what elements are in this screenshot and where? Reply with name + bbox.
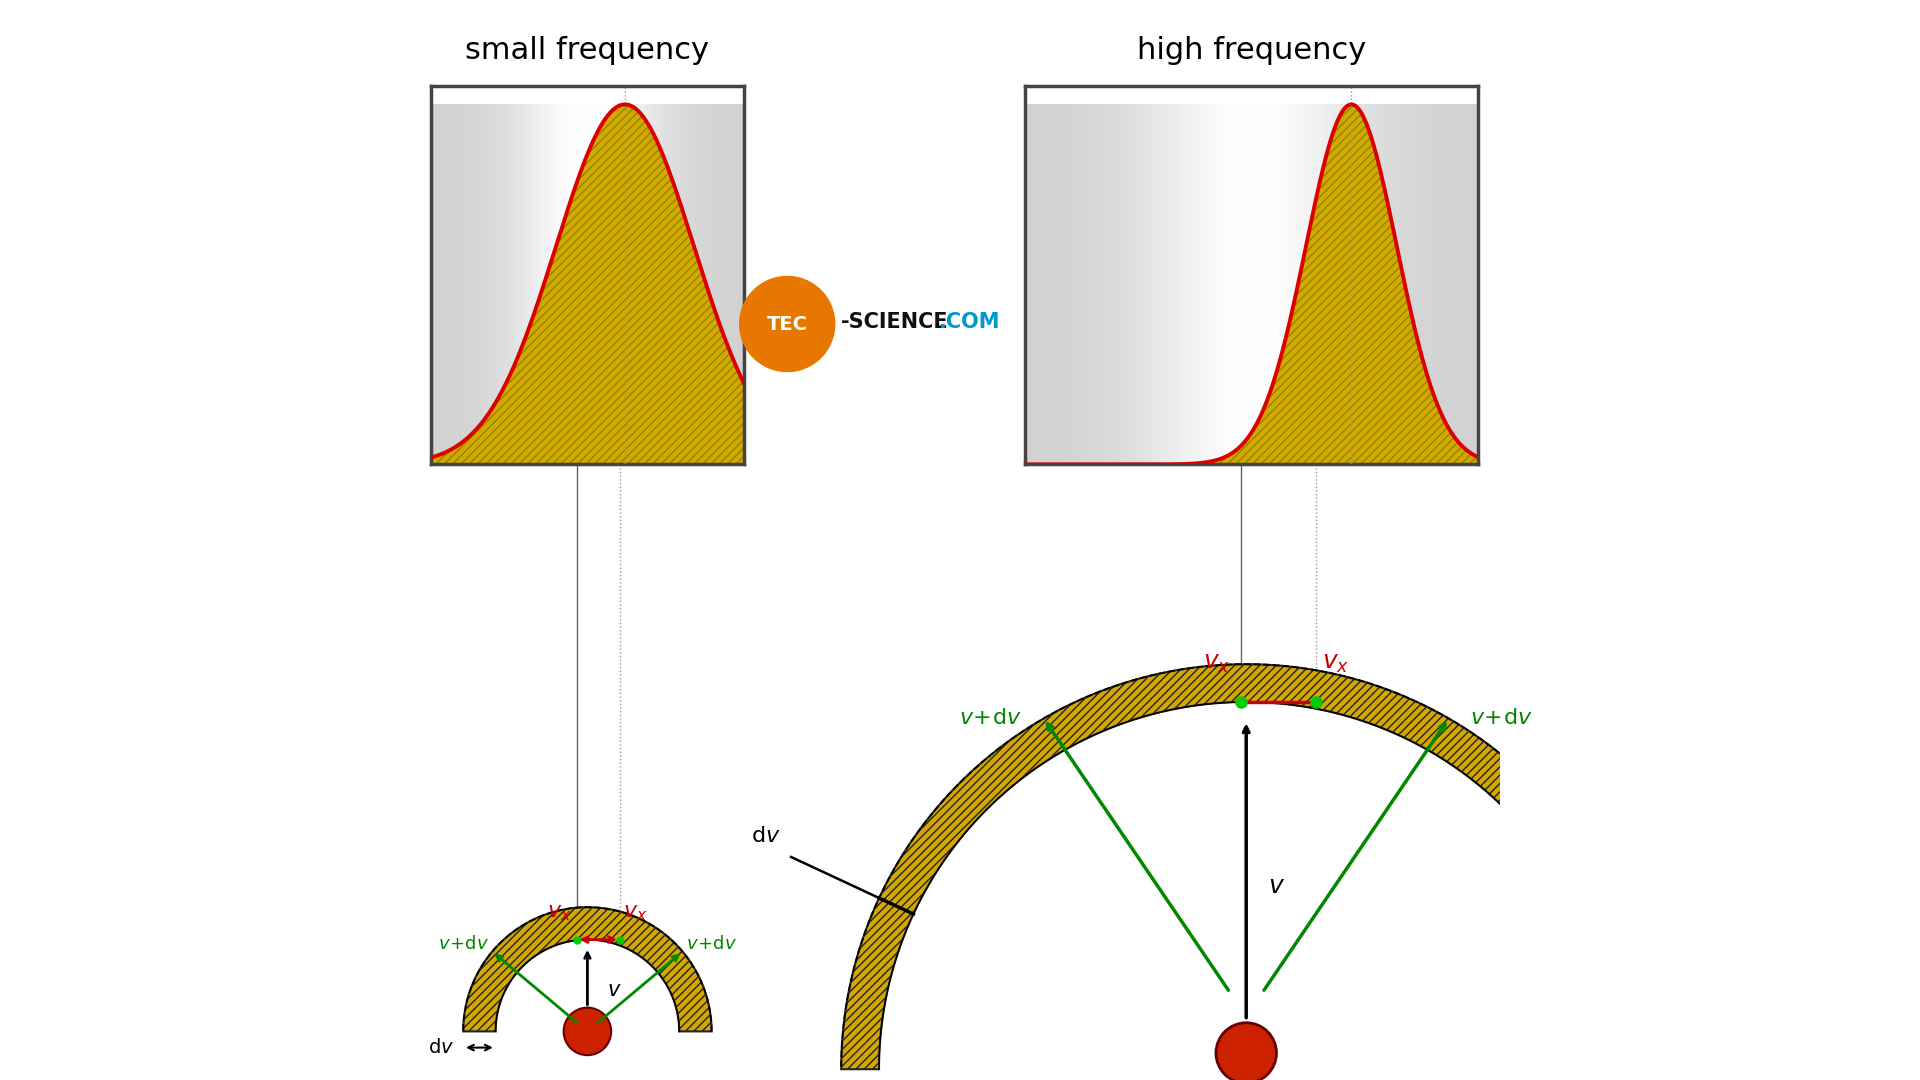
Text: .COM: .COM [939,312,1000,332]
Text: $v\!+\!\mathrm{d}v$: $v\!+\!\mathrm{d}v$ [685,935,737,954]
Circle shape [739,276,835,372]
Text: $\mathrm{d}v$: $\mathrm{d}v$ [428,1038,455,1057]
Text: TEC: TEC [766,314,808,334]
Text: $\mathrm{d}v$: $\mathrm{d}v$ [751,826,780,846]
Text: high frequency: high frequency [1137,36,1367,65]
Text: $v_x$: $v_x$ [1202,651,1231,675]
Text: $v\!+\!\mathrm{d}v$: $v\!+\!\mathrm{d}v$ [1471,708,1532,728]
Text: $v\!+\!\mathrm{d}v$: $v\!+\!\mathrm{d}v$ [960,708,1021,728]
Text: -SCIENCE: -SCIENCE [841,312,948,332]
Text: $v$: $v$ [1267,874,1284,897]
Text: $v\!+\!\mathrm{d}v$: $v\!+\!\mathrm{d}v$ [438,935,490,954]
Text: $v_x$: $v_x$ [547,903,572,923]
Circle shape [564,1008,611,1055]
Text: $v_x$: $v_x$ [622,903,647,923]
Text: $v_x$: $v_x$ [1321,651,1350,675]
Text: small frequency: small frequency [465,36,708,65]
Circle shape [1215,1023,1277,1080]
Polygon shape [463,907,712,1031]
Text: $v$: $v$ [607,980,622,1000]
Polygon shape [841,664,1651,1069]
